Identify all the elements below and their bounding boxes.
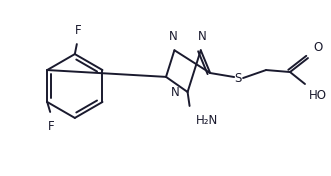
Text: N: N — [169, 30, 178, 43]
Text: HO: HO — [309, 89, 327, 102]
Text: H₂N: H₂N — [196, 114, 218, 127]
Text: F: F — [48, 120, 55, 133]
Text: O: O — [313, 41, 322, 54]
Text: N: N — [171, 86, 180, 99]
Text: N: N — [198, 30, 207, 43]
Text: F: F — [74, 24, 81, 37]
Text: S: S — [234, 71, 242, 84]
